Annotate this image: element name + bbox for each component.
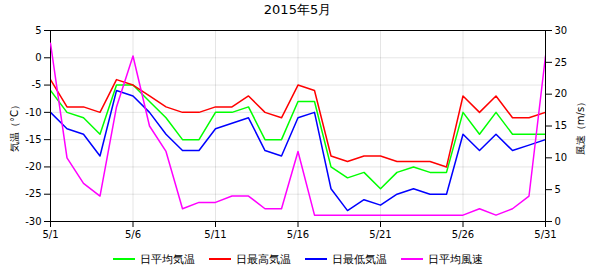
html-text:日最低気温: 日最低気温 [331, 252, 387, 266]
svg-text:-30: -30 [25, 216, 41, 227]
svg-text:5/6: 5/6 [125, 229, 141, 240]
svg-text:-15: -15 [25, 134, 41, 145]
html-text:日平均風速: 日平均風速 [427, 252, 483, 266]
html-text:日最高気温: 日最高気温 [235, 252, 291, 266]
svg-text:25: 25 [555, 57, 568, 68]
svg-text:-5: -5 [32, 79, 42, 90]
svg-text:-20: -20 [25, 161, 41, 172]
svg-text:-25: -25 [25, 188, 41, 199]
html-text:2015年5月: 2015年5月 [263, 2, 332, 17]
svg-text:5/1: 5/1 [42, 229, 58, 240]
svg-text:15: 15 [555, 120, 568, 131]
svg-text:0: 0 [555, 216, 561, 227]
svg-text:気温（°C）: 気温（°C） [9, 100, 20, 152]
svg-text:5/31: 5/31 [534, 229, 556, 240]
svg-text:5/21: 5/21 [369, 229, 391, 240]
svg-text:0: 0 [35, 52, 41, 63]
svg-text:10: 10 [555, 152, 568, 163]
svg-text:5/11: 5/11 [204, 229, 226, 240]
svg-text:30: 30 [555, 25, 568, 36]
svg-text:5/16: 5/16 [287, 229, 309, 240]
svg-text:風速（m/s）: 風速（m/s） [575, 97, 586, 155]
svg-text:5: 5 [555, 184, 561, 195]
html-text:日平均気温: 日平均気温 [139, 252, 195, 266]
svg-text:5/26: 5/26 [452, 229, 474, 240]
svg-text:5: 5 [35, 25, 41, 36]
svg-text:-10: -10 [25, 107, 41, 118]
svg-text:20: 20 [555, 88, 568, 99]
